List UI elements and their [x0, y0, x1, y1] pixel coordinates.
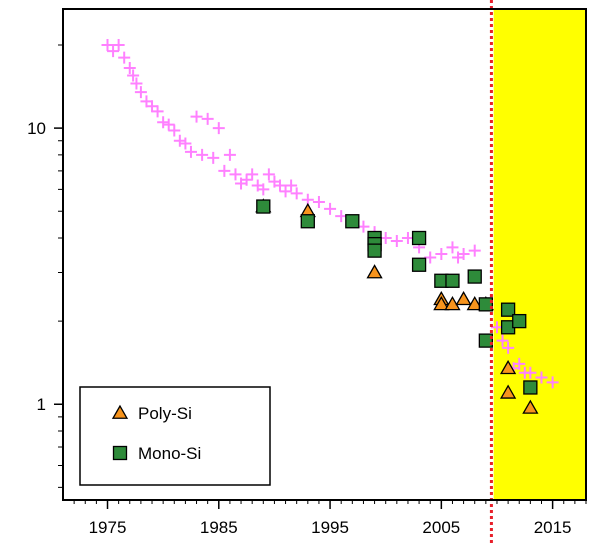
square-point-5 [367, 243, 382, 258]
plus-point-27 [246, 168, 259, 181]
triangle-point-9 [499, 359, 517, 375]
plus-point-23 [223, 148, 236, 161]
x-tick-label: 1975 [89, 518, 127, 537]
plus-point-18 [196, 148, 209, 161]
plus-point-19 [201, 112, 214, 125]
plus-point-24 [229, 168, 242, 181]
triangle-point-11 [522, 399, 539, 414]
plus-point-21 [212, 122, 225, 135]
square-point-11 [478, 297, 494, 312]
triangle-point-7 [466, 296, 483, 311]
plus-point-6 [130, 77, 143, 90]
plus-point-15 [179, 137, 192, 150]
plus-point-1 [107, 45, 120, 58]
square-point-7 [411, 257, 427, 272]
plus-point-4 [123, 62, 136, 75]
square-point-1 [300, 214, 315, 229]
plus-point-49 [446, 241, 459, 254]
plus-point-61 [535, 371, 548, 384]
highlight-region-layer [493, 9, 586, 500]
square-point-2 [345, 214, 360, 229]
plus-point-48 [435, 248, 448, 261]
plus-point-7 [134, 86, 147, 99]
triangle-point-10 [499, 384, 517, 399]
square-point-0 [256, 199, 271, 214]
x-tick-label: 1985 [200, 518, 238, 537]
plus-point-17 [190, 110, 203, 123]
triangle-point-5 [444, 296, 461, 311]
plot-frame [62, 8, 587, 501]
plus-point-37 [312, 196, 325, 209]
plus-point-55 [496, 334, 509, 347]
plus-point-5 [127, 69, 140, 82]
plus-point-34 [285, 179, 298, 192]
y-tick-label: 1 [37, 395, 46, 414]
plus-point-62 [546, 376, 559, 389]
square-point-13 [500, 302, 516, 317]
plus-point-52 [468, 244, 481, 257]
square-point-12 [478, 333, 494, 348]
plus-point-51 [457, 248, 470, 261]
square-point-9 [445, 273, 460, 288]
plus-point-58 [513, 357, 526, 370]
series-plus-0 [101, 38, 559, 389]
plus-point-32 [273, 179, 286, 192]
legend-box [79, 386, 271, 486]
square-point-10 [467, 269, 482, 284]
x-tick-label: 2005 [422, 518, 460, 537]
plus-point-60 [524, 366, 537, 379]
plus-point-2 [112, 38, 125, 51]
legend-marker-triangle [111, 404, 129, 419]
plus-point-20 [207, 151, 220, 164]
x-tick-label: 2015 [534, 518, 572, 537]
plus-point-10 [151, 105, 164, 118]
square-point-6 [411, 230, 427, 246]
legend: Poly-Si Mono-Si [79, 386, 271, 486]
plus-point-13 [168, 124, 181, 137]
x-tick-label: 1995 [311, 518, 349, 537]
plus-point-12 [162, 118, 175, 131]
square-point-16 [523, 380, 538, 395]
legend-marker-square [112, 445, 128, 461]
series-mono-si [256, 199, 538, 395]
plus-point-26 [240, 173, 253, 186]
plus-point-38 [324, 202, 337, 215]
triangle-point-4 [433, 296, 450, 311]
plus-point-22 [218, 164, 231, 177]
square-point-15 [512, 313, 527, 329]
plus-point-0 [101, 38, 114, 51]
axes-layer: 1975 1985 1995 2005 2015 1 10 [27, 44, 587, 537]
plus-point-47 [424, 251, 437, 264]
legend-label: Mono-Si [138, 444, 201, 463]
plus-point-30 [262, 168, 275, 181]
triangle-point-2 [366, 264, 383, 279]
plus-point-35 [290, 187, 303, 200]
triangle-point-6 [455, 290, 472, 306]
plus-point-29 [257, 183, 270, 196]
legend-label: Poly-Si [138, 404, 192, 423]
data-points-layer [101, 38, 559, 414]
plus-point-16 [184, 145, 197, 158]
plus-point-44 [390, 235, 403, 248]
y-tick-label: 10 [27, 119, 46, 138]
plus-point-33 [279, 185, 292, 198]
plus-point-11 [157, 116, 170, 129]
highlight-region [493, 9, 586, 500]
plus-point-9 [146, 100, 159, 113]
plus-point-3 [118, 51, 131, 64]
plus-point-14 [173, 134, 186, 147]
plus-point-56 [502, 341, 515, 354]
